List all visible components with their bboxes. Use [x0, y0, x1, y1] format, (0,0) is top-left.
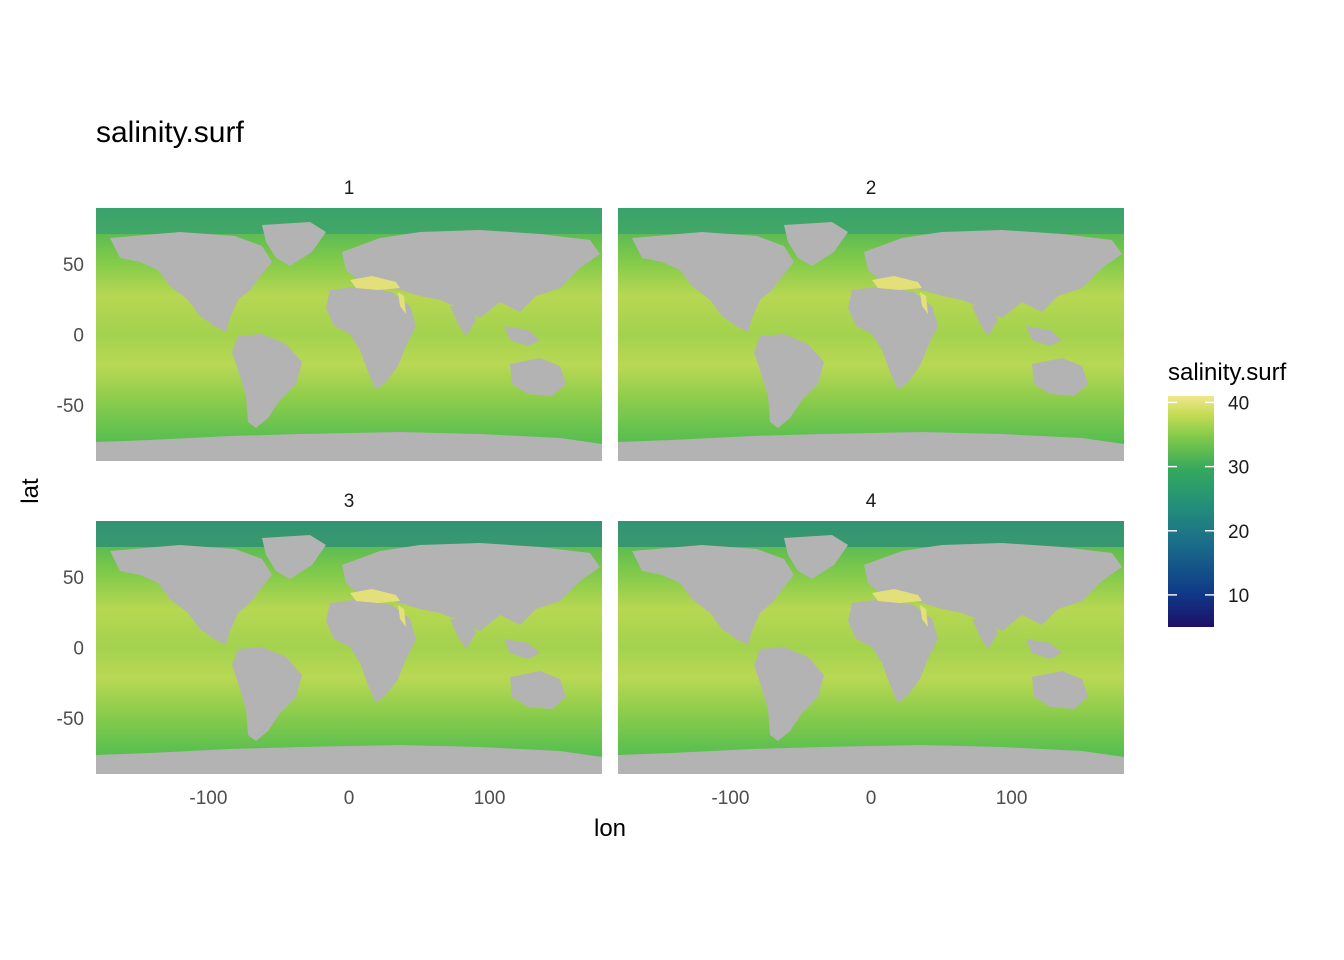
y-tick-label: 50	[63, 255, 84, 276]
facet-panel-4	[618, 521, 1124, 774]
facet-panel-1	[96, 208, 602, 461]
arctic-band	[96, 208, 602, 234]
y-axis-ticks: -50 0 50 -50 0 50	[57, 255, 84, 730]
legend-tick-label: 30	[1228, 458, 1249, 479]
arctic-band	[618, 521, 1124, 547]
facet-panel-3	[96, 521, 602, 774]
y-tick-label: 0	[73, 639, 84, 660]
legend-colorbar	[1168, 396, 1214, 627]
y-tick-label: 0	[73, 326, 84, 347]
x-tick-label: -100	[189, 788, 227, 809]
color-legend: salinity.surf 40 30 20 10	[1168, 359, 1287, 627]
x-tick-label: 100	[996, 788, 1028, 809]
facet-strip-4: 4	[866, 491, 877, 512]
arctic-band	[96, 521, 602, 547]
y-tick-label: -50	[57, 396, 84, 417]
chart-title: salinity.surf	[96, 116, 244, 149]
facet-strip-2: 2	[866, 178, 877, 199]
legend-tick-label: 20	[1228, 522, 1249, 543]
y-tick-label: 50	[63, 568, 84, 589]
legend-tick-label: 40	[1228, 393, 1249, 414]
legend-ticks: 40 30 20 10	[1168, 393, 1249, 607]
facet-strip-1: 1	[344, 178, 355, 199]
x-axis-title: lon	[594, 815, 626, 842]
legend-tick-label: 10	[1228, 586, 1249, 607]
y-tick-label: -50	[57, 709, 84, 730]
arctic-band	[618, 208, 1124, 234]
legend-title: salinity.surf	[1168, 359, 1287, 386]
x-tick-label: -100	[711, 788, 749, 809]
x-tick-label: 100	[474, 788, 506, 809]
facet-panel-2	[618, 208, 1124, 461]
x-tick-label: 0	[344, 788, 355, 809]
x-tick-label: 0	[866, 788, 877, 809]
x-axis-ticks: -100 0 100 -100 0 100	[189, 788, 1027, 809]
facet-strip-3: 3	[344, 491, 355, 512]
y-axis-title: lat	[17, 478, 44, 504]
